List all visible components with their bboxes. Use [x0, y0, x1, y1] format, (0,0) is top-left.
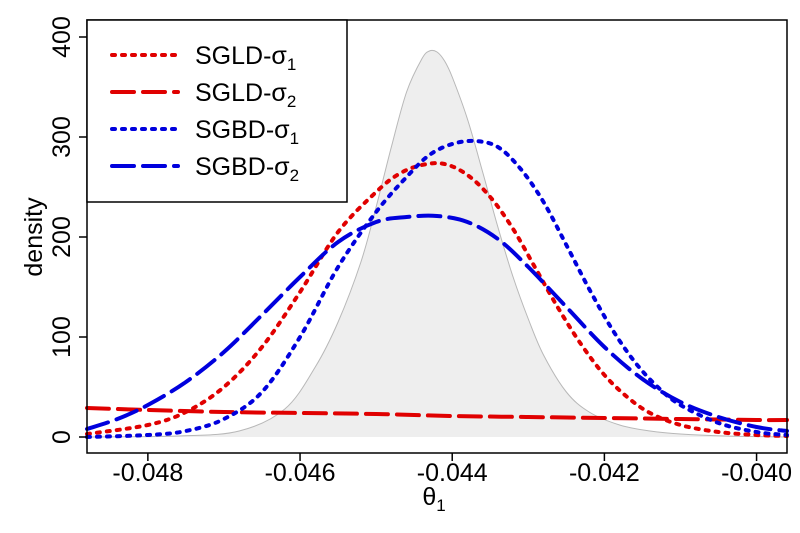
x-axis: -0.048 -0.046 -0.044 -0.042 -0.040 — [112, 453, 792, 487]
x-tick-label: -0.046 — [265, 459, 336, 487]
legend-label-4: SGBD-σ2 — [195, 153, 299, 185]
legend-label-1: SGLD-σ1 — [195, 42, 296, 74]
legend-label-text: SGLD-σ — [195, 79, 287, 107]
y-tick-label: 0 — [48, 430, 76, 444]
x-tick-label: -0.042 — [569, 459, 640, 487]
x-tick-label: -0.040 — [721, 459, 792, 487]
legend-label-text: SGLD-σ — [195, 42, 287, 70]
x-tick-label: -0.044 — [417, 459, 488, 487]
legend-label-2: SGLD-σ2 — [195, 79, 296, 111]
series-line-3 — [85, 138, 789, 439]
legend-label-3: SGBD-σ1 — [195, 116, 299, 148]
series-line-4 — [85, 213, 789, 433]
legend-box — [86, 19, 348, 203]
series-layer — [85, 138, 789, 439]
series-line-1 — [85, 161, 789, 438]
y-tick-label: 400 — [48, 16, 76, 58]
x-tick-label: -0.048 — [112, 459, 183, 487]
series-line-2 — [85, 406, 789, 423]
legend-label-subscript: 2 — [287, 92, 296, 111]
y-tick-label: 100 — [48, 316, 76, 358]
y-axis: 0 100 200 300 400 — [48, 16, 87, 444]
y-axis-title: density — [20, 197, 48, 277]
y-tick-label: 200 — [48, 216, 76, 258]
legend-label-subscript: 1 — [290, 129, 299, 148]
x-axis-title-subscript: 1 — [436, 496, 445, 515]
y-tick-label: 300 — [48, 116, 76, 158]
reference-density-area — [87, 50, 787, 437]
x-axis-title: θ1 — [422, 483, 445, 515]
legend-label-subscript: 1 — [287, 55, 296, 74]
legend-label-text: SGBD-σ — [195, 153, 290, 181]
legend-label-text: SGBD-σ — [195, 116, 290, 144]
legend-label-subscript: 2 — [290, 166, 299, 185]
x-axis-title-main: θ — [422, 483, 436, 511]
